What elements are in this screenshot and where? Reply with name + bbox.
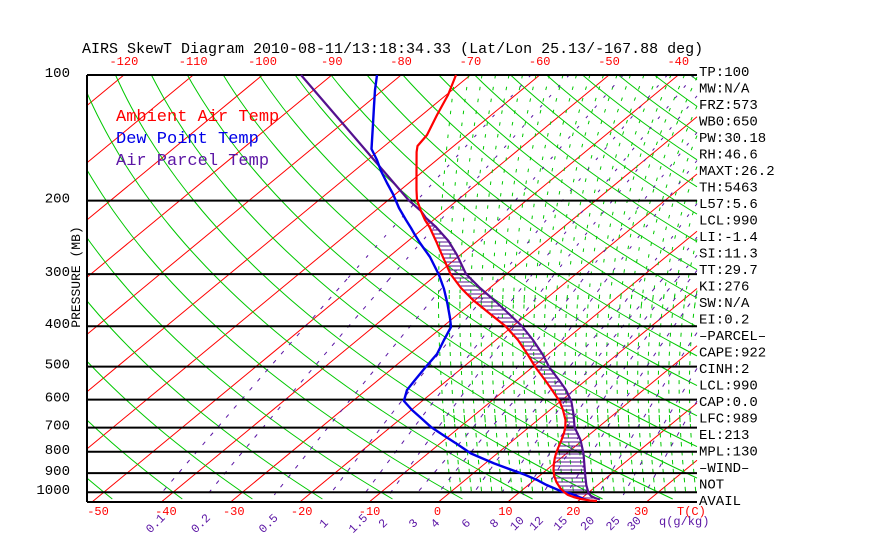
svg-text:LCL:990: LCL:990 — [699, 214, 758, 230]
svg-text:900: 900 — [45, 464, 70, 480]
svg-text:LCL:990: LCL:990 — [699, 379, 758, 395]
svg-text:Air Parcel Temp: Air Parcel Temp — [116, 152, 269, 171]
svg-text:SW:N/A: SW:N/A — [699, 296, 750, 312]
svg-text:EL:213: EL:213 — [699, 428, 749, 444]
svg-text:q(g/kg): q(g/kg) — [659, 515, 709, 529]
svg-text:-100: -100 — [248, 55, 277, 69]
svg-text:-40: -40 — [667, 55, 689, 69]
svg-text:WB0:650: WB0:650 — [699, 115, 758, 131]
svg-text:KI:276: KI:276 — [699, 280, 749, 296]
svg-text:400: 400 — [45, 317, 70, 333]
svg-text:AVAIL: AVAIL — [699, 494, 741, 510]
svg-text:T(C): T(C) — [677, 505, 706, 519]
svg-text:30: 30 — [634, 505, 648, 519]
svg-text:1000: 1000 — [36, 483, 70, 499]
svg-text:RH:46.6: RH:46.6 — [699, 148, 758, 164]
svg-text:-30: -30 — [223, 505, 245, 519]
svg-text:MAXT:26.2: MAXT:26.2 — [699, 164, 775, 180]
svg-text:-50: -50 — [87, 505, 109, 519]
svg-text:Ambient Air Temp: Ambient Air Temp — [116, 108, 279, 127]
svg-text:EI:0.2: EI:0.2 — [699, 313, 749, 329]
svg-text:L57:5.6: L57:5.6 — [699, 197, 758, 213]
svg-text:SI:11.3: SI:11.3 — [699, 247, 758, 263]
svg-text:-110: -110 — [179, 55, 208, 69]
svg-text:CINH:2: CINH:2 — [699, 362, 749, 378]
svg-text:TT:29.7: TT:29.7 — [699, 263, 758, 279]
svg-text:200: 200 — [45, 192, 70, 208]
svg-text:LI:-1.4: LI:-1.4 — [699, 230, 758, 246]
svg-text:800: 800 — [45, 443, 70, 459]
svg-text:TH:5463: TH:5463 — [699, 181, 758, 197]
svg-text:–PARCEL–: –PARCEL– — [699, 329, 766, 345]
svg-text:0: 0 — [434, 505, 441, 519]
svg-text:500: 500 — [45, 358, 70, 374]
svg-text:10: 10 — [498, 505, 512, 519]
svg-text:20: 20 — [566, 505, 580, 519]
svg-text:-90: -90 — [321, 55, 343, 69]
svg-text:LFC:989: LFC:989 — [699, 412, 758, 428]
svg-text:-50: -50 — [598, 55, 620, 69]
svg-text:-120: -120 — [109, 55, 138, 69]
svg-text:700: 700 — [45, 419, 70, 435]
svg-text:NOT: NOT — [699, 478, 724, 494]
svg-text:-60: -60 — [529, 55, 551, 69]
svg-text:CAPE:922: CAPE:922 — [699, 346, 766, 362]
svg-text:Dew Point Temp: Dew Point Temp — [116, 130, 259, 149]
svg-text:MPL:130: MPL:130 — [699, 445, 758, 461]
svg-text:-40: -40 — [155, 505, 177, 519]
svg-text:-70: -70 — [460, 55, 482, 69]
svg-text:-80: -80 — [390, 55, 412, 69]
svg-text:-10: -10 — [359, 505, 381, 519]
svg-text:600: 600 — [45, 391, 70, 407]
svg-text:–WIND–: –WIND– — [699, 461, 749, 477]
svg-text:100: 100 — [45, 66, 70, 82]
svg-text:PW:30.18: PW:30.18 — [699, 131, 766, 147]
svg-text:FRZ:573: FRZ:573 — [699, 98, 758, 114]
svg-text:-20: -20 — [291, 505, 313, 519]
svg-text:300: 300 — [45, 265, 70, 281]
svg-text:CAP:0.0: CAP:0.0 — [699, 395, 758, 411]
svg-text:TP:100: TP:100 — [699, 65, 749, 81]
svg-text:PRESSURE (MB): PRESSURE (MB) — [69, 226, 84, 327]
svg-text:AIRS SkewT Diagram 2010-08-11/: AIRS SkewT Diagram 2010-08-11/13:18:34.3… — [82, 41, 703, 58]
svg-text:MW:N/A: MW:N/A — [699, 82, 750, 98]
